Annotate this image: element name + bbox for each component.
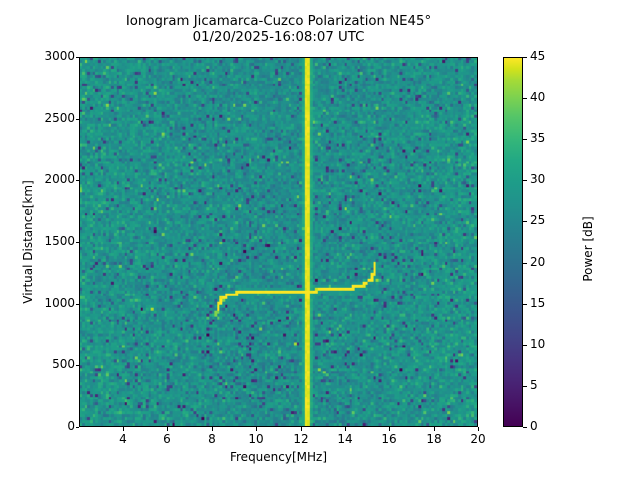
ytick-mark (75, 180, 79, 182)
colorbar-label: Power [dB] (581, 216, 595, 282)
colorbar-tick (523, 385, 527, 387)
chart-title-line2: 01/20/2025-16:08:07 UTC (192, 30, 365, 45)
xtick-mark (123, 427, 124, 431)
colorbar-tick (523, 57, 527, 58)
colorbar-tick-label: 5 (530, 377, 538, 392)
ytick-mark (75, 57, 79, 58)
colorbar-tick-label: 25 (530, 213, 546, 228)
xtick-mark (167, 427, 168, 431)
colorbar-tick-label: 15 (530, 295, 546, 310)
x-axis-label: Frequency[MHz] (229, 450, 328, 464)
ytick-label: 500 (52, 357, 75, 372)
ytick-label: 2500 (44, 110, 75, 125)
colorbar-tick (523, 221, 527, 223)
xtick-label: 18 (426, 432, 442, 446)
xtick-mark (389, 427, 390, 431)
colorbar-tick (523, 98, 527, 100)
xtick-label: 4 (119, 432, 127, 446)
xtick-mark (434, 427, 435, 431)
xtick-label: 6 (163, 432, 171, 446)
xtick-mark (256, 427, 257, 431)
ytick-label: 3000 (44, 49, 75, 63)
xtick-label: 20 (470, 432, 486, 446)
ytick-label: 1000 (44, 295, 75, 310)
chart-title-line1: Ionogram Jicamarca-Cuzco Polarization NE… (125, 14, 432, 29)
ytick-label: 0 (67, 419, 75, 433)
colorbar-tick-label: 0 (530, 419, 538, 433)
xtick-label: 10 (248, 432, 264, 446)
colorbar-tick (523, 262, 527, 264)
ytick-label: 1500 (44, 234, 75, 248)
colorbar-tick (523, 139, 527, 141)
colorbar-tick (523, 344, 527, 346)
colorbar-tick-label: 20 (530, 254, 546, 269)
xtick-mark (212, 427, 213, 431)
xtick-label: 14 (337, 432, 353, 446)
ytick-label: 2000 (44, 172, 75, 187)
ytick-mark (75, 303, 79, 305)
colorbar-tick-label: 45 (530, 49, 546, 63)
colorbar-tick-label: 35 (530, 131, 546, 146)
ytick-mark (75, 118, 79, 120)
y-axis-label: Virtual Distance[km] (21, 180, 35, 304)
colorbar-tick (523, 303, 527, 305)
ytick-mark (75, 242, 79, 243)
chart-title: Ionogram Jicamarca-Cuzco Polarization NE… (79, 14, 478, 46)
colorbar-tick-label: 10 (530, 336, 546, 351)
xtick-label: 8 (208, 432, 216, 446)
ionogram-heatmap (80, 58, 477, 426)
xtick-mark (345, 427, 346, 431)
colorbar-tick (523, 427, 527, 428)
xtick-mark (301, 427, 302, 431)
xtick-label: 12 (293, 432, 309, 446)
ytick-mark (75, 365, 79, 367)
colorbar-tick (523, 180, 527, 182)
xtick-mark (478, 427, 479, 431)
xtick-label: 16 (381, 432, 397, 446)
plot-area (79, 57, 478, 427)
ytick-mark (75, 427, 79, 428)
power-colorbar (503, 57, 523, 427)
colorbar-tick-label: 30 (530, 172, 546, 187)
colorbar-tick-label: 40 (530, 90, 546, 105)
